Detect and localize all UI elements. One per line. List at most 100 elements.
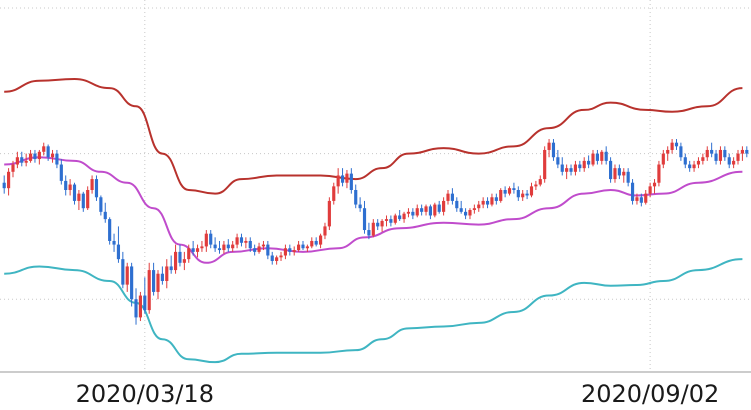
- candle: [213, 237, 217, 252]
- candle: [217, 240, 222, 254]
- candle-body: [600, 151, 604, 161]
- candle: [525, 190, 529, 200]
- candle-body: [116, 244, 121, 260]
- candle: [266, 240, 270, 260]
- candle: [279, 251, 283, 261]
- candle-body: [50, 153, 55, 158]
- candle: [257, 242, 261, 254]
- candle: [200, 240, 204, 252]
- candle-body: [512, 188, 516, 190]
- candle: [178, 244, 182, 267]
- candle-body: [318, 235, 323, 245]
- candle: [270, 251, 274, 265]
- candle: [657, 160, 661, 187]
- candle-body: [143, 295, 147, 311]
- candle: [33, 149, 37, 163]
- candle: [622, 168, 626, 183]
- candle-body: [635, 197, 639, 201]
- candle-body: [657, 164, 661, 183]
- candle: [81, 191, 85, 212]
- candle: [481, 197, 485, 209]
- candle: [710, 142, 714, 158]
- candle: [534, 180, 538, 190]
- candle: [688, 160, 692, 172]
- candle-body: [266, 244, 270, 256]
- candle-body: [630, 182, 635, 201]
- candle: [415, 204, 419, 218]
- candle-body: [468, 210, 472, 216]
- candle: [701, 153, 705, 165]
- candle: [569, 164, 573, 176]
- candle: [674, 139, 679, 150]
- candle: [318, 233, 323, 249]
- x-tick-label: 2020/09/02: [581, 380, 719, 408]
- candle-body: [11, 164, 15, 172]
- candle-body: [297, 244, 301, 251]
- candle: [20, 151, 24, 167]
- candle: [156, 270, 160, 300]
- candle: [191, 240, 195, 256]
- candle-body: [622, 171, 626, 176]
- candle: [468, 208, 472, 220]
- candle: [556, 149, 560, 169]
- candle: [288, 244, 292, 256]
- candle-body: [314, 240, 318, 245]
- candle: [55, 149, 59, 169]
- candle: [77, 190, 81, 211]
- candle: [253, 244, 257, 256]
- candle: [50, 149, 55, 163]
- candle-body: [173, 251, 178, 271]
- candle: [24, 153, 28, 167]
- candle: [718, 146, 723, 165]
- candle-body: [723, 149, 727, 158]
- candle: [345, 169, 349, 189]
- candle: [261, 240, 266, 251]
- candle: [442, 197, 446, 216]
- candle-body: [345, 173, 349, 183]
- candle: [116, 226, 121, 263]
- candle-body: [195, 248, 200, 252]
- candle-body: [626, 171, 630, 183]
- candle: [68, 179, 72, 196]
- candle: [446, 190, 450, 205]
- candle: [354, 184, 358, 209]
- candle: [7, 168, 11, 196]
- candle: [714, 149, 718, 165]
- candle-body: [288, 248, 292, 252]
- candle-body: [46, 146, 50, 158]
- candle-body: [283, 248, 288, 256]
- candle: [305, 244, 309, 252]
- candle-body: [112, 240, 116, 245]
- candle: [652, 179, 657, 194]
- candle-body: [688, 164, 692, 169]
- candle: [59, 159, 63, 185]
- candle-body: [406, 211, 411, 214]
- candle-body: [507, 188, 512, 194]
- candle-body: [182, 259, 186, 263]
- candle-body: [666, 149, 670, 154]
- candle-body: [134, 299, 138, 318]
- candle-body: [178, 251, 182, 263]
- candle: [626, 168, 630, 187]
- candle: [499, 188, 503, 203]
- candle-body: [42, 146, 46, 152]
- candle-body: [578, 164, 582, 169]
- candle-body: [389, 219, 393, 223]
- candle-body: [472, 208, 476, 211]
- candle-body: [648, 186, 652, 194]
- candle: [705, 146, 709, 161]
- candle-body: [55, 153, 59, 165]
- candle-body: [68, 184, 72, 190]
- candle-body: [165, 266, 169, 281]
- candle: [494, 193, 498, 205]
- candle-body: [367, 230, 371, 236]
- candle-body: [455, 200, 459, 209]
- candle-body: [323, 226, 327, 236]
- candle-body: [59, 164, 63, 181]
- candle-body: [138, 295, 142, 318]
- candle-body: [332, 186, 336, 201]
- candle: [358, 197, 362, 212]
- candle: [86, 186, 90, 211]
- candle-body: [226, 244, 230, 249]
- candle-body: [714, 153, 718, 161]
